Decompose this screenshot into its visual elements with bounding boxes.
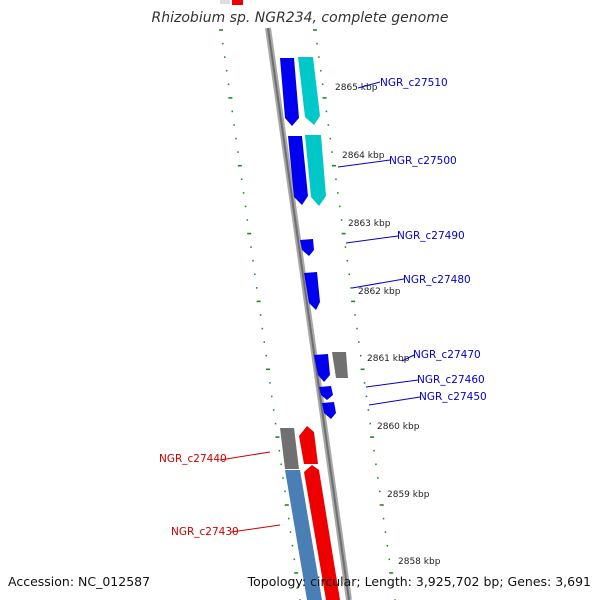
gene-label-ngr-c27450[interactable]: NGR_c27450 [419, 391, 487, 403]
gene-ngr-c27430-blue[interactable] [285, 470, 322, 600]
tick-label-2862: 2862 kbp [358, 287, 401, 297]
gene-ngr-c27510-a[interactable] [280, 58, 299, 126]
scale-tick-labels: 2865 kbp 2864 kbp 2863 kbp 2862 kbp 2861… [335, 83, 441, 567]
tick-label-2860: 2860 kbp [377, 422, 420, 432]
gene-label-ngr-c27460[interactable]: NGR_c27460 [417, 374, 485, 386]
gene-ngr-c27440[interactable] [299, 426, 318, 464]
gene-label-ngr-c27510[interactable]: NGR_c27510 [380, 77, 448, 89]
scale-ticks-right [313, 29, 396, 600]
label-leader-lines [219, 81, 421, 533]
map-title: Rhizobium sp. NGR234, complete genome [152, 10, 449, 26]
accession-text: Accession: NC_012587 [8, 574, 150, 589]
gene-ngr-c27480[interactable] [304, 272, 320, 310]
tick-label-2861: 2861 kbp [367, 354, 410, 364]
tick-label-2863: 2863 kbp [348, 219, 391, 229]
gene-label-ngr-c27440[interactable]: NGR_c27440 [159, 453, 227, 465]
tick-label-2859: 2859 kbp [387, 490, 430, 500]
gene-ngr-c27500-b[interactable] [305, 135, 326, 206]
gene-label-ngr-c27470[interactable]: NGR_c27470 [413, 349, 481, 361]
gene-labels: NGR_c27510 NGR_c27500 NGR_c27490 NGR_c27… [159, 77, 487, 538]
gene-label-ngr-c27480[interactable]: NGR_c27480 [403, 274, 471, 286]
topology-text: Topology: circular; Length: 3,925,702 bp… [247, 574, 591, 589]
gene-ngr-c27500-a[interactable] [288, 136, 308, 205]
gene-ngr-c27430[interactable] [304, 465, 340, 600]
top-partial-feature[interactable] [232, 0, 243, 5]
gene-ngr-c27510-b[interactable] [298, 57, 320, 125]
tick-label-2864: 2864 kbp [342, 151, 385, 161]
gene-ngr-c27490[interactable] [300, 239, 314, 256]
gene-label-ngr-c27490[interactable]: NGR_c27490 [397, 230, 465, 242]
gene-ngr-c27440-gray[interactable] [280, 428, 299, 469]
tick-label-2865: 2865 kbp [335, 83, 378, 93]
genome-backbone-center [267, 27, 350, 600]
gene-features [280, 57, 348, 600]
gene-label-ngr-c27430[interactable]: NGR_c27430 [171, 526, 239, 538]
tick-label-2858: 2858 kbp [398, 557, 441, 567]
top-partial-feature-gray [220, 0, 230, 4]
scale-ticks-left [219, 29, 301, 600]
gene-ngr-c27460[interactable] [319, 386, 333, 400]
gene-ngr-c27450[interactable] [322, 402, 336, 419]
gene-label-ngr-c27500[interactable]: NGR_c27500 [389, 155, 457, 167]
gene-ngr-c27470-adjacent[interactable] [332, 352, 348, 378]
gene-ngr-c27470[interactable] [314, 354, 330, 382]
